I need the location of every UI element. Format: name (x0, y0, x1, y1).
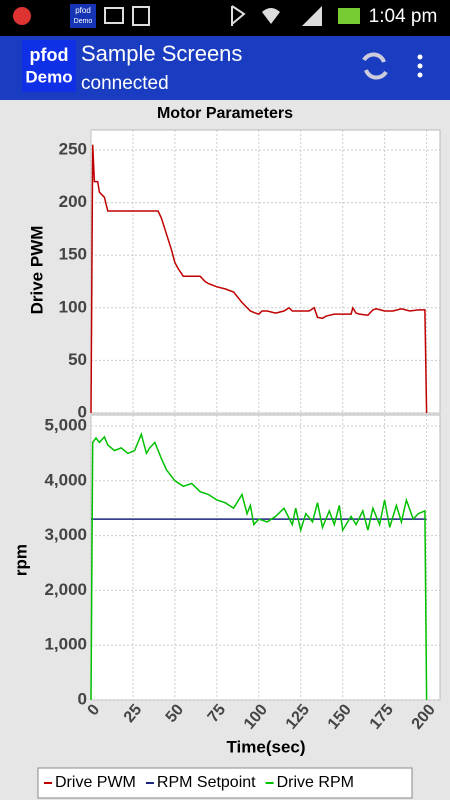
signal-icon (302, 6, 322, 26)
y-tick-label: 1,000 (44, 635, 87, 654)
logo (22, 40, 76, 92)
y-tick-label: 50 (68, 350, 87, 369)
sim-icon (132, 6, 150, 26)
y-tick-label: 2,000 (44, 580, 87, 599)
app-icon (70, 4, 96, 28)
refresh-button[interactable] (362, 52, 388, 80)
icon-text: pfod (75, 6, 91, 15)
y-axis-title: rpm (11, 544, 30, 576)
y-tick-label: 250 (59, 139, 87, 158)
legend-label: RPM Setpoint (157, 774, 256, 791)
y-tick-label: 100 (59, 297, 87, 316)
folder-icon (104, 7, 124, 24)
plot-area (90, 414, 441, 701)
data-line (90, 144, 428, 414)
y-tick-label: 200 (59, 192, 87, 211)
y-axis-title: Drive PWM (27, 226, 46, 315)
legend (37, 767, 413, 799)
x-axis-title: Time(sec) (226, 737, 305, 756)
logo-text: pfod (30, 45, 69, 65)
bluetooth-icon (231, 5, 246, 26)
chart-title: Motor Parameters (157, 105, 293, 122)
plot-area (90, 129, 441, 414)
y-tick-label: 150 (59, 245, 87, 264)
legend-label: Drive RPM (277, 774, 354, 791)
battery-icon (338, 8, 360, 24)
app-subtitle: connected (81, 73, 169, 94)
icon-text: Demo (74, 18, 93, 25)
app-title: Sample Screens (81, 41, 242, 66)
y-tick-label: 5,000 (44, 415, 87, 434)
clock: 1:04 pm (369, 6, 438, 27)
legend-label: Drive PWM (55, 774, 136, 791)
wifi-icon (262, 8, 280, 24)
y-tick-label: 4,000 (44, 470, 87, 489)
y-tick-label: 0 (78, 689, 87, 708)
y-tick-label: 0 (78, 402, 87, 421)
data-line (90, 431, 428, 701)
y-tick-label: 3,000 (44, 525, 87, 544)
logo-text: Demo (25, 67, 72, 86)
notification-icon (13, 7, 31, 25)
overflow-menu[interactable] (417, 54, 423, 78)
